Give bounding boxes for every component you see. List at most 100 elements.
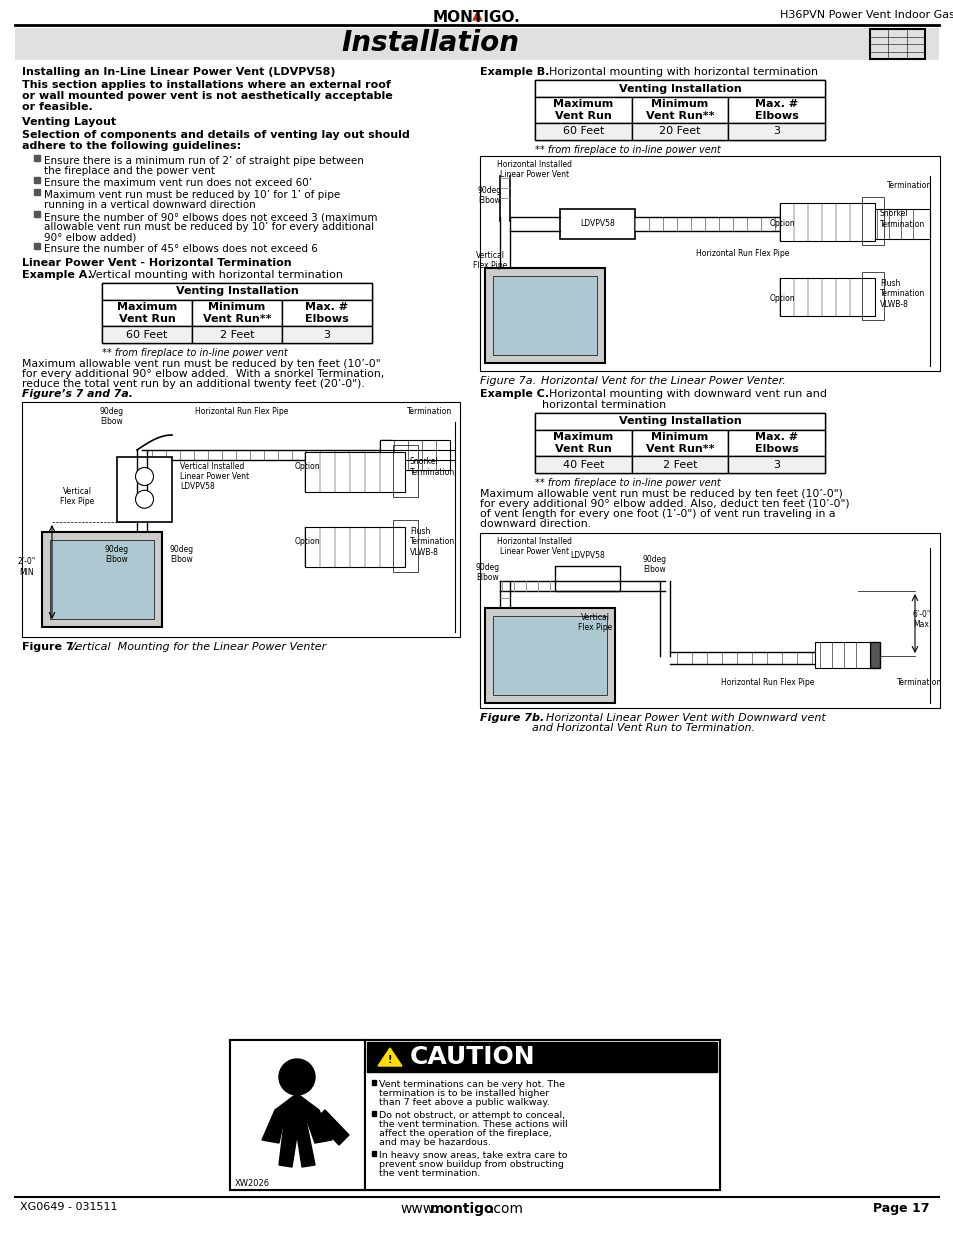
Circle shape bbox=[135, 468, 153, 485]
Text: 6’-0"
Max.: 6’-0" Max. bbox=[912, 610, 930, 629]
Bar bbox=[727, 456, 824, 473]
Bar bbox=[535, 98, 631, 124]
Text: for every additional 90° elbow added. Also, deduct ten feet (10’-0"): for every additional 90° elbow added. Al… bbox=[479, 499, 849, 509]
Bar bbox=[34, 189, 40, 195]
Bar bbox=[230, 1040, 365, 1191]
Text: ▲: ▲ bbox=[471, 7, 482, 21]
Bar bbox=[869, 642, 879, 668]
Text: LDVPV58: LDVPV58 bbox=[570, 551, 604, 559]
Bar bbox=[192, 300, 282, 326]
Text: 2’-0"
MIN: 2’-0" MIN bbox=[18, 557, 36, 577]
Bar bbox=[367, 1042, 717, 1072]
Bar bbox=[372, 1079, 375, 1086]
Text: downward direction.: downward direction. bbox=[479, 519, 590, 529]
Bar bbox=[555, 566, 619, 592]
Text: Termination: Termination bbox=[886, 182, 932, 190]
Text: prevent snow buildup from obstructing: prevent snow buildup from obstructing bbox=[378, 1160, 563, 1170]
Text: Figure 7a.: Figure 7a. bbox=[479, 375, 536, 387]
Text: Venting Installation: Venting Installation bbox=[618, 416, 740, 426]
Bar bbox=[102, 326, 192, 343]
Text: ** from fireplace to in-line power vent: ** from fireplace to in-line power vent bbox=[535, 478, 720, 488]
Bar bbox=[372, 1151, 375, 1156]
Text: !: ! bbox=[387, 1055, 392, 1065]
Text: Horizontal Linear Power Vent with Downward vent: Horizontal Linear Power Vent with Downwa… bbox=[532, 713, 825, 722]
Text: 3: 3 bbox=[772, 459, 780, 469]
Text: Horizontal Run Flex Pipe: Horizontal Run Flex Pipe bbox=[720, 678, 813, 687]
Text: 60 Feet: 60 Feet bbox=[126, 330, 168, 340]
Text: Vertical  Mounting for the Linear Power Venter: Vertical Mounting for the Linear Power V… bbox=[65, 642, 326, 652]
Text: Max. #
Elbows: Max. # Elbows bbox=[754, 432, 798, 453]
Text: Snorkel
Termination: Snorkel Termination bbox=[879, 209, 924, 228]
Text: Ensure the number of 45° elbows does not exceed 6: Ensure the number of 45° elbows does not… bbox=[44, 245, 317, 254]
Text: adhere to the following guidelines:: adhere to the following guidelines: bbox=[22, 141, 241, 151]
Bar bbox=[305, 452, 405, 492]
Text: Ensure there is a minimum run of 2’ of straight pipe between: Ensure there is a minimum run of 2’ of s… bbox=[44, 156, 363, 165]
Text: running in a vertical downward direction: running in a vertical downward direction bbox=[44, 200, 255, 210]
Bar bbox=[493, 616, 606, 695]
Bar bbox=[869, 28, 924, 59]
Bar bbox=[22, 403, 459, 637]
Text: Installing an In-Line Linear Power Vent (LDVPV58): Installing an In-Line Linear Power Vent … bbox=[22, 67, 335, 77]
Text: affect the operation of the fireplace,: affect the operation of the fireplace, bbox=[378, 1129, 551, 1137]
Text: 90deg
Elbow: 90deg Elbow bbox=[170, 545, 193, 564]
Bar bbox=[727, 98, 824, 124]
Text: CAUTION: CAUTION bbox=[410, 1045, 535, 1070]
Text: and may be hazardous.: and may be hazardous. bbox=[378, 1137, 491, 1147]
Bar bbox=[372, 1112, 375, 1116]
Bar bbox=[379, 440, 450, 471]
Text: Maximum
Vent Run: Maximum Vent Run bbox=[553, 99, 613, 121]
Bar bbox=[102, 283, 372, 300]
Text: Minimum
Vent Run**: Minimum Vent Run** bbox=[645, 432, 714, 453]
Bar bbox=[479, 156, 939, 370]
Bar bbox=[393, 520, 417, 572]
Text: Ensure the maximum vent run does not exceed 60’: Ensure the maximum vent run does not exc… bbox=[44, 178, 312, 188]
Polygon shape bbox=[377, 1049, 401, 1066]
Bar bbox=[864, 209, 929, 240]
Text: the fireplace and the power vent: the fireplace and the power vent bbox=[44, 165, 214, 177]
Text: Figure 7.: Figure 7. bbox=[22, 642, 78, 652]
Bar bbox=[42, 532, 162, 627]
Text: horizontal termination: horizontal termination bbox=[541, 400, 665, 410]
Text: Example C.: Example C. bbox=[479, 389, 549, 399]
Text: This section applies to installations where an external roof: This section applies to installations wh… bbox=[22, 80, 391, 90]
Text: than 7 feet above a public walkway.: than 7 feet above a public walkway. bbox=[378, 1098, 549, 1107]
Circle shape bbox=[278, 1058, 314, 1095]
Bar bbox=[282, 300, 372, 326]
Text: Linear Power Vent - Horizontal Termination: Linear Power Vent - Horizontal Terminati… bbox=[22, 258, 292, 268]
Bar bbox=[535, 456, 631, 473]
Bar bbox=[864, 209, 874, 240]
Text: 20 Feet: 20 Feet bbox=[659, 126, 700, 137]
Text: Option: Option bbox=[769, 294, 795, 303]
Text: for every additional 90° elbow added.  With a snorkel Termination,: for every additional 90° elbow added. Wi… bbox=[22, 369, 384, 379]
Text: Snorkel
Termination: Snorkel Termination bbox=[410, 457, 455, 477]
Text: 40 Feet: 40 Feet bbox=[562, 459, 603, 469]
Bar bbox=[282, 326, 372, 343]
Bar bbox=[102, 283, 372, 343]
Bar bbox=[379, 440, 392, 471]
Text: 2 Feet: 2 Feet bbox=[662, 459, 697, 469]
Text: Termination: Termination bbox=[897, 678, 942, 687]
Bar bbox=[535, 412, 824, 430]
Text: Vertical
Flex Pipe: Vertical Flex Pipe bbox=[60, 487, 94, 506]
Bar bbox=[102, 300, 192, 326]
Polygon shape bbox=[262, 1095, 332, 1144]
Bar bbox=[365, 1040, 720, 1191]
Bar bbox=[535, 80, 824, 98]
Text: 90deg
Elbow: 90deg Elbow bbox=[105, 545, 129, 564]
Text: or feasible.: or feasible. bbox=[22, 103, 92, 112]
Text: Option: Option bbox=[294, 537, 320, 546]
Text: Figure 7b.: Figure 7b. bbox=[479, 713, 543, 722]
Text: Venting Layout: Venting Layout bbox=[22, 117, 116, 127]
Text: Page 17: Page 17 bbox=[873, 1202, 929, 1215]
Text: Option: Option bbox=[294, 462, 320, 471]
Text: termination is to be installed higher: termination is to be installed higher bbox=[378, 1089, 549, 1098]
Text: 90° elbow added): 90° elbow added) bbox=[44, 232, 136, 242]
Text: 90deg
Elbow: 90deg Elbow bbox=[476, 563, 499, 583]
Text: 2 Feet: 2 Feet bbox=[219, 330, 254, 340]
Text: Horizontal Run Flex Pipe: Horizontal Run Flex Pipe bbox=[695, 249, 788, 258]
Text: Installation: Installation bbox=[340, 28, 518, 57]
Text: XW2026: XW2026 bbox=[234, 1179, 270, 1188]
Text: reduce the total vent run by an additional twenty feet (20’-0").: reduce the total vent run by an addition… bbox=[22, 379, 364, 389]
Bar bbox=[484, 608, 615, 703]
Bar bbox=[230, 1040, 720, 1191]
